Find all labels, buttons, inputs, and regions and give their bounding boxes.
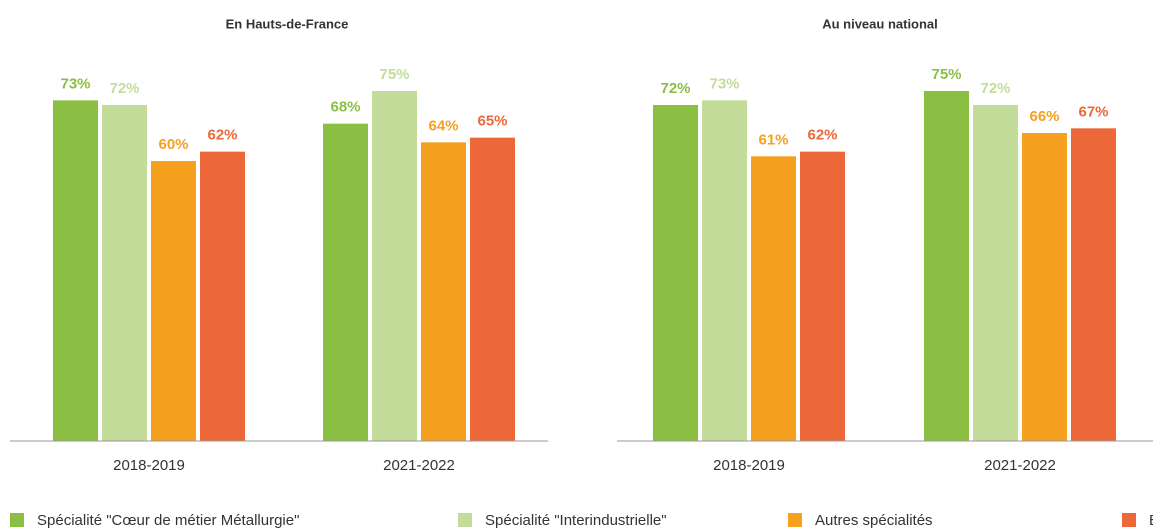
legend-swatch: [458, 513, 472, 527]
bar: [653, 105, 698, 441]
bar: [1071, 128, 1116, 442]
chart-title: Au niveau national: [822, 16, 938, 31]
bar: [53, 100, 98, 441]
x-tick-label: 2018-2019: [713, 457, 785, 474]
data-label: 65%: [477, 113, 507, 130]
data-label: 72%: [660, 80, 690, 97]
legend-label: Spécialité "Interindustrielle": [485, 512, 667, 529]
bar: [323, 123, 368, 442]
data-label: 67%: [1078, 103, 1108, 120]
data-label: 72%: [980, 80, 1010, 97]
data-label: 73%: [60, 75, 90, 92]
bar: [200, 151, 245, 441]
data-label: 64%: [428, 117, 458, 134]
data-label: 68%: [330, 99, 360, 116]
bar: [372, 91, 417, 441]
legend-label: Spécialité "Cœur de métier Métallurgie": [37, 512, 299, 529]
data-label: 75%: [379, 66, 409, 83]
legend-swatch: [788, 513, 802, 527]
legend-swatch: [10, 513, 24, 527]
bar: [102, 105, 147, 441]
bar: [470, 137, 515, 441]
chart-title: En Hauts-de-France: [226, 16, 349, 31]
bar: [800, 151, 845, 441]
bar: [973, 105, 1018, 441]
bar: [702, 100, 747, 441]
bar: [924, 91, 969, 441]
bar: [151, 161, 196, 441]
bar: [751, 156, 796, 442]
bar: [421, 142, 466, 442]
data-label: 75%: [931, 66, 961, 83]
data-label: 66%: [1029, 108, 1059, 125]
data-label: 72%: [109, 80, 139, 97]
data-label: 73%: [709, 75, 739, 92]
x-tick-label: 2021-2022: [984, 457, 1056, 474]
x-tick-label: 2018-2019: [113, 457, 185, 474]
data-label: 62%: [207, 127, 237, 144]
bar: [1022, 133, 1067, 441]
legend-label: Ensemble: [1149, 512, 1153, 529]
data-label: 62%: [807, 127, 837, 144]
data-label: 60%: [158, 136, 188, 153]
legend-label: Autres spécialités: [815, 512, 933, 529]
data-label: 61%: [758, 131, 788, 148]
legend-swatch: [1122, 513, 1136, 527]
x-tick-label: 2021-2022: [383, 457, 455, 474]
